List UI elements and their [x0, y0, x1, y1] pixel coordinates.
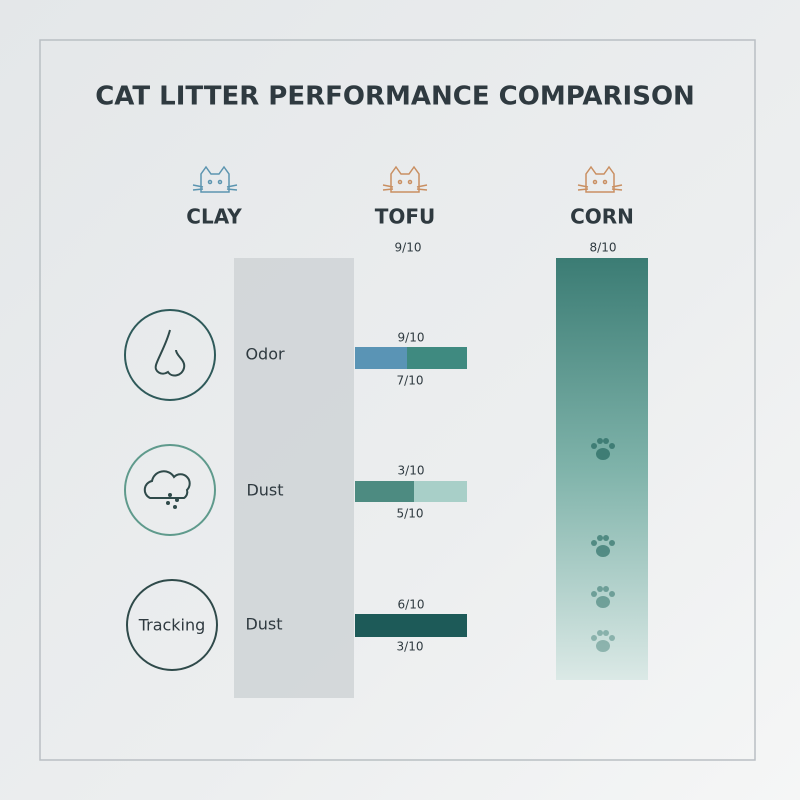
cloud-glyph [143, 470, 191, 499]
bar-segment [414, 481, 467, 502]
score-top: 6/10 [398, 598, 425, 612]
column-name: TOFU [375, 205, 436, 229]
score-top: 9/10 [398, 331, 425, 345]
clay-column [234, 258, 354, 698]
odor-icon [124, 309, 216, 401]
dust-dots [166, 493, 179, 509]
score-bottom: 3/10 [397, 640, 424, 654]
row-label: Dust [245, 615, 282, 634]
row-label: Odor [245, 345, 285, 364]
nose-glyph [154, 329, 186, 377]
title: CAT LITTER PERFORMANCE COMPARISON [95, 82, 695, 112]
cat-icons [192, 165, 623, 193]
tracking-badge [126, 579, 218, 671]
column-score: 8/10 [590, 241, 617, 255]
score-top: 3/10 [398, 464, 425, 478]
bar-segment [355, 347, 407, 369]
bar-segment [407, 347, 467, 369]
frame [39, 39, 756, 761]
row-label: Dust [246, 481, 283, 500]
column-score: 9/10 [395, 241, 422, 255]
badge-label: Tracking [138, 616, 206, 635]
paw-prints [591, 438, 615, 652]
score-bottom: 7/10 [397, 374, 424, 388]
dust-icon [124, 444, 216, 536]
column-name: CLAY [186, 205, 242, 229]
corn-column [556, 258, 648, 680]
score-bottom: 5/10 [397, 507, 424, 521]
bar-segment [355, 481, 414, 502]
column-name: CORN [570, 205, 634, 229]
bar-segment [355, 614, 467, 637]
